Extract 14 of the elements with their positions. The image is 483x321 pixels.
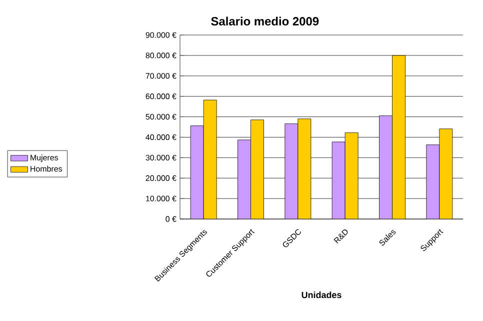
- bar: [238, 140, 251, 219]
- bar: [439, 128, 453, 219]
- bar: [332, 142, 346, 219]
- bar: [298, 118, 312, 219]
- bar: [426, 144, 440, 219]
- chart-title: Salario medio 2009: [211, 16, 319, 26]
- bar: [284, 124, 298, 219]
- bar: [190, 126, 204, 219]
- bar: [392, 55, 406, 219]
- bar: [203, 100, 217, 219]
- bar: [379, 116, 392, 219]
- x-axis-title: Unidades: [302, 292, 342, 298]
- bar: [250, 120, 264, 219]
- bar: [344, 132, 358, 219]
